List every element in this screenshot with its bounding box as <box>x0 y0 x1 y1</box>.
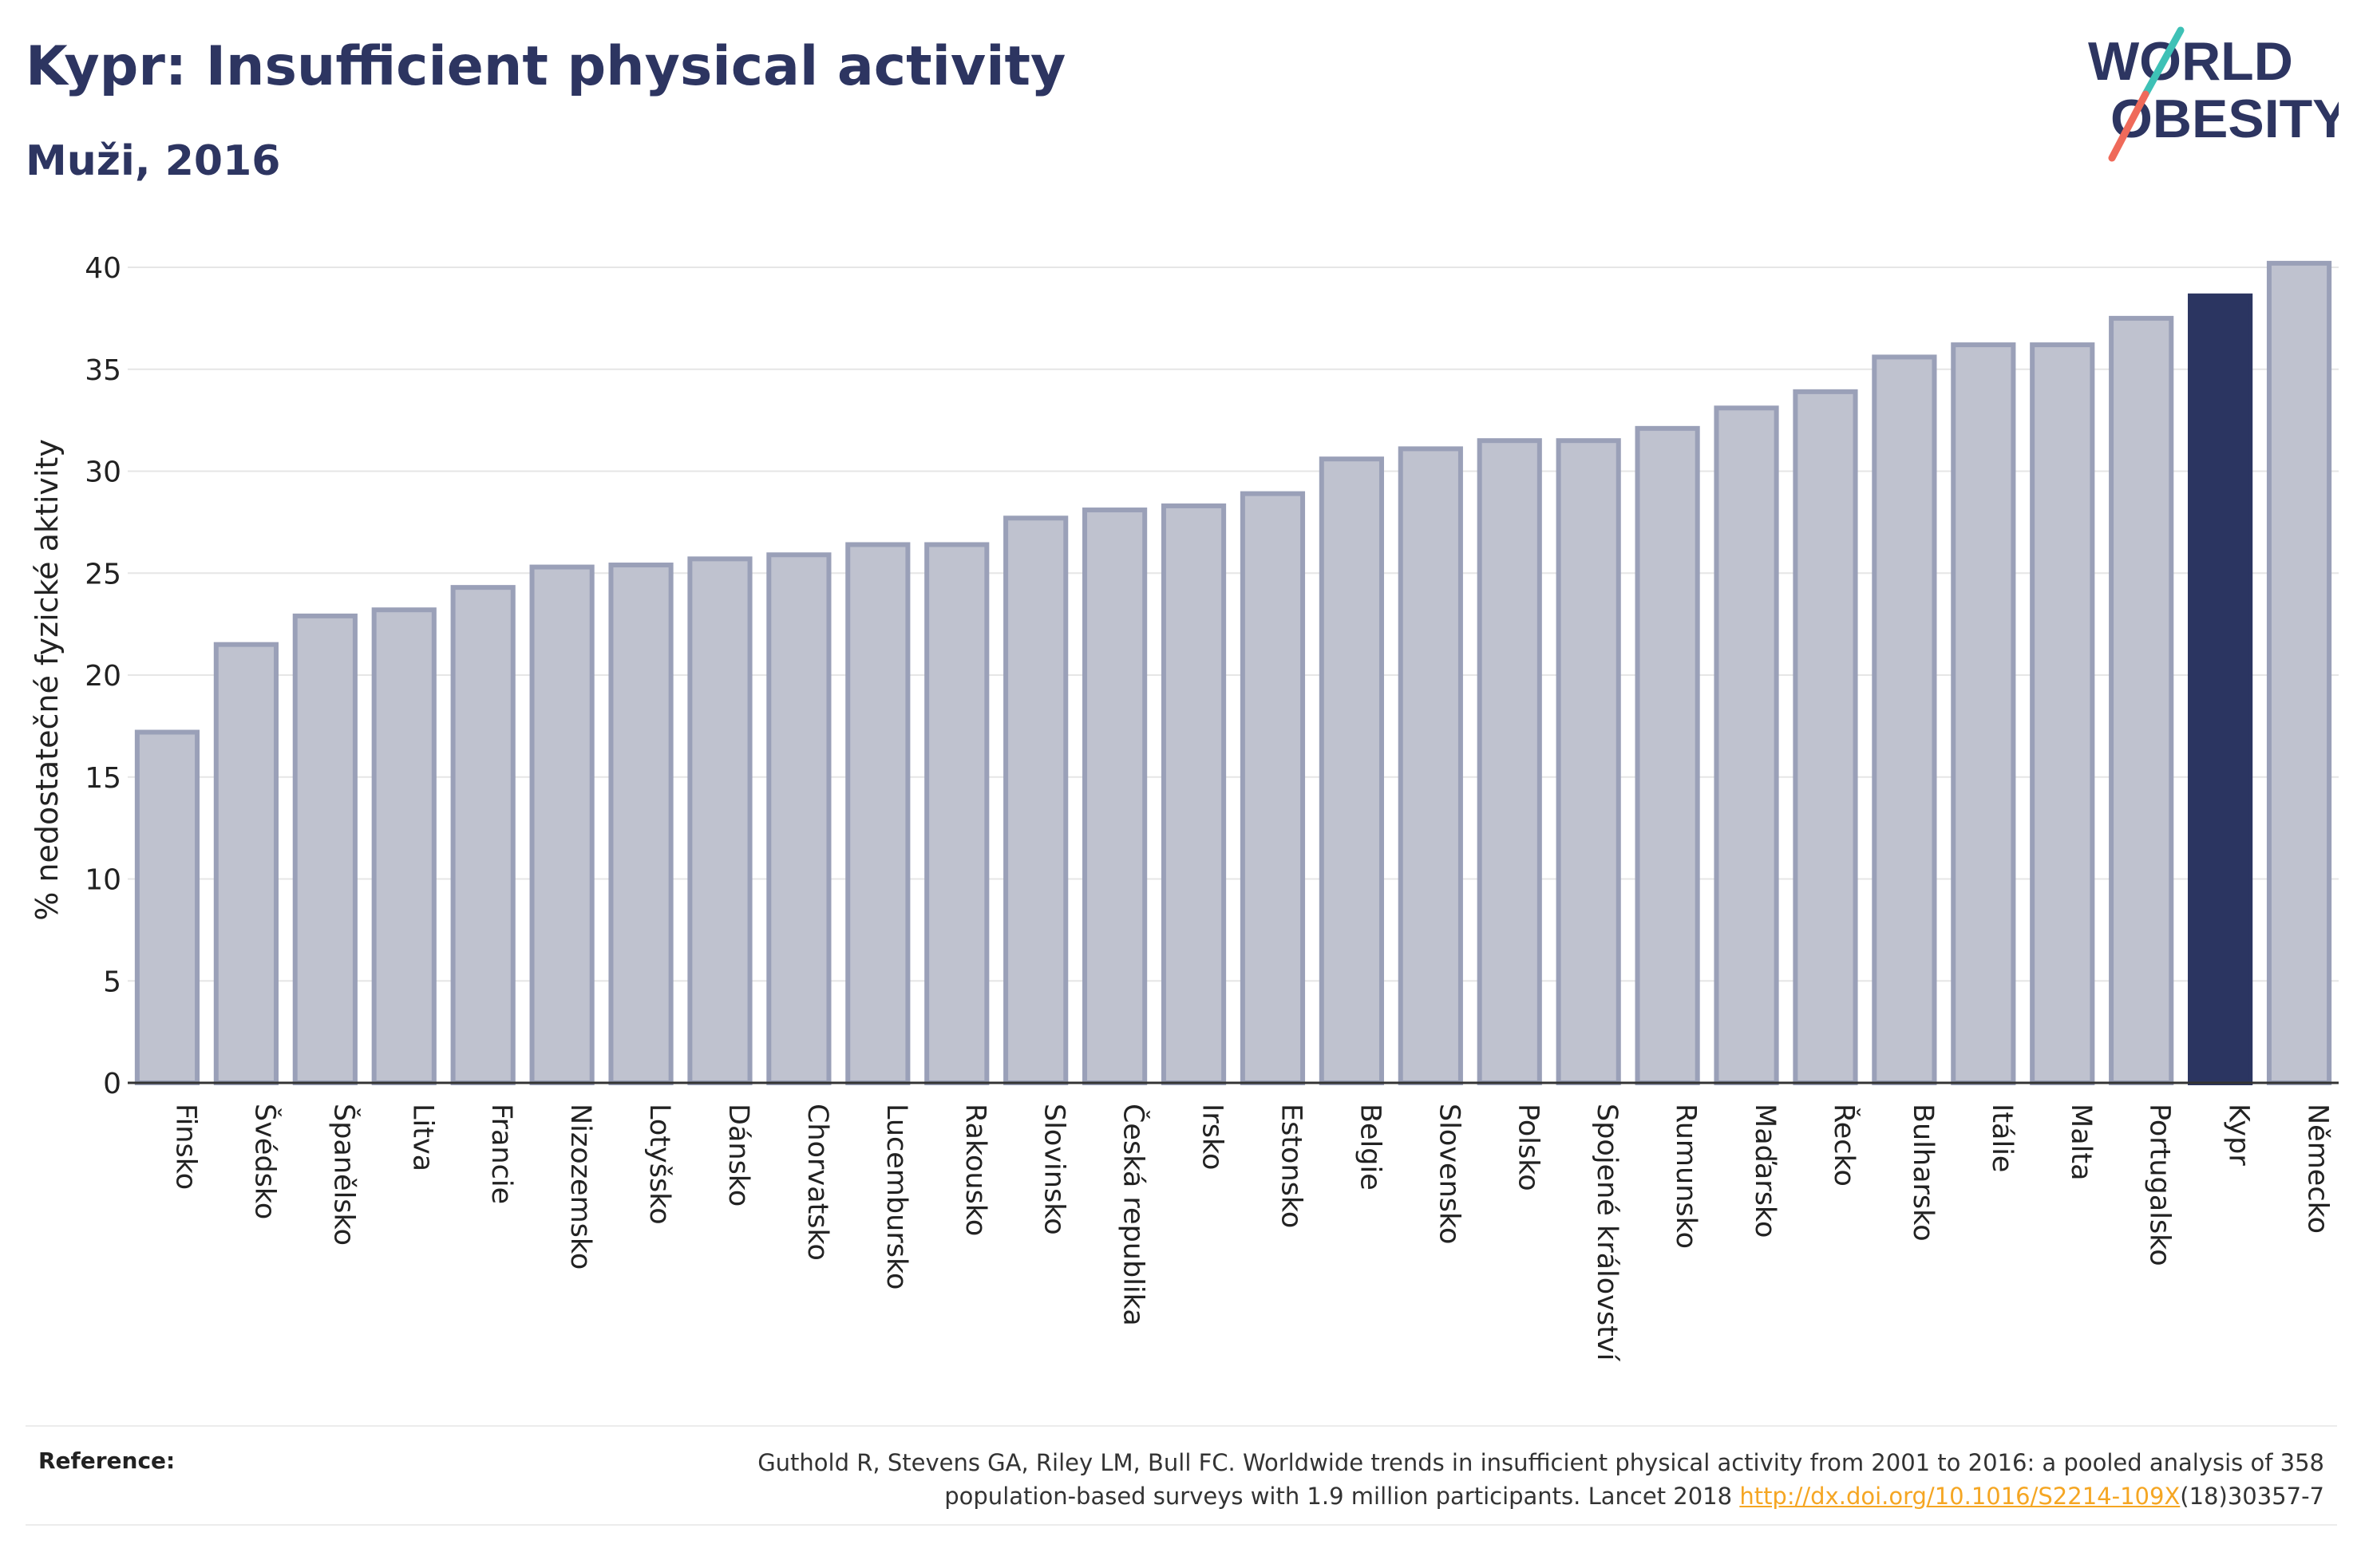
bar <box>1635 425 1700 1085</box>
logo-word-world: WORLD <box>2088 31 2293 92</box>
x-tick-label: Spojené království <box>1591 1104 1623 1362</box>
x-tick-label: Bulharsko <box>1907 1104 1939 1242</box>
world-obesity-logo: WORLD OBESITY <box>2088 26 2339 162</box>
reference-label: Reference: <box>38 1448 176 1474</box>
x-tick-label: Německo <box>2302 1104 2334 1234</box>
bar <box>1319 456 1384 1085</box>
bar-chart: 0 5 10 15 20 25 30 35 40 Finsko Švédsko Španělsko Li… <box>30 252 2339 1362</box>
bar <box>2109 315 2174 1085</box>
bar <box>2266 260 2332 1085</box>
bar <box>1161 503 1227 1085</box>
x-tick-label: Kypr <box>2223 1104 2255 1166</box>
logo-word-obesity: OBESITY <box>2110 89 2339 149</box>
chart-title: Kypr: Insufficient physical activity <box>26 35 1066 98</box>
x-tick-label: Nizozemsko <box>564 1104 596 1270</box>
x-tick-label: Belgie <box>1354 1104 1386 1191</box>
reference-divider-bottom <box>26 1524 2337 1526</box>
x-tick-label: Estonsko <box>1275 1104 1307 1228</box>
axes: 0 5 10 15 20 25 30 35 40 Finsko Švédsko Španělsko Li… <box>85 252 2339 1362</box>
bar-highlighted <box>2188 293 2253 1085</box>
y-tick-label: 40 <box>85 252 121 285</box>
bar <box>1793 389 1858 1086</box>
x-tick-label: Slovinsko <box>1038 1104 1070 1235</box>
y-tick-label: 30 <box>85 456 121 489</box>
bar <box>213 642 279 1085</box>
y-tick-label: 35 <box>85 354 121 387</box>
y-tick-label: 5 <box>103 966 121 998</box>
x-tick-label: Malta <box>2065 1104 2097 1181</box>
x-tick-label: Rakousko <box>959 1104 991 1236</box>
y-tick-label: 25 <box>85 558 121 590</box>
bar <box>529 564 595 1085</box>
x-tick-label: Dánsko <box>722 1104 754 1207</box>
y-tick-label: 15 <box>85 762 121 795</box>
bar <box>1003 515 1069 1085</box>
bar <box>924 542 990 1085</box>
y-axis-label: % nedostatečné fyzické aktivity <box>30 439 65 921</box>
bar <box>1951 342 2016 1085</box>
bar <box>1872 354 1937 1086</box>
x-tick-label: Švédsko <box>248 1104 282 1219</box>
bar <box>1398 446 1463 1085</box>
bar <box>1556 438 1621 1085</box>
x-tick-label: Španělsko <box>327 1104 361 1246</box>
bar <box>371 607 437 1085</box>
x-tick-label: Rumunsko <box>1670 1104 1702 1249</box>
bar <box>292 613 358 1085</box>
bars <box>134 260 2332 1086</box>
logo-slash-coral <box>2108 90 2149 162</box>
x-tick-label: Chorvatsko <box>801 1104 833 1261</box>
bar <box>1082 508 1148 1085</box>
bar <box>766 552 832 1085</box>
logo-slash-teal <box>2142 26 2185 98</box>
reference-text: Guthold R, Stevens GA, Riley LM, Bull FC… <box>409 1446 2324 1513</box>
chart-subtitle: Muži, 2016 <box>26 137 281 185</box>
bar <box>608 563 674 1085</box>
bar <box>2030 342 2095 1085</box>
reference-line-2-end: (18)30357-7 <box>2180 1483 2324 1510</box>
y-tick-label: 0 <box>103 1068 121 1100</box>
x-tick-label: Francie <box>485 1104 517 1204</box>
bar <box>134 729 200 1085</box>
x-tick-label: Polsko <box>1512 1104 1544 1191</box>
x-tick-label: Finsko <box>169 1104 201 1190</box>
y-tick-label: 10 <box>85 864 121 897</box>
reference-line-2-start: population-based surveys with 1.9 millio… <box>944 1483 1740 1510</box>
bar <box>1714 405 1779 1086</box>
reference-divider-top <box>26 1425 2337 1427</box>
bar <box>1240 491 1306 1085</box>
x-tick-label: Irsko <box>1196 1104 1228 1170</box>
x-tick-label: Česká republika <box>1117 1104 1151 1326</box>
y-tick-label: 20 <box>85 660 121 693</box>
bar <box>845 542 911 1085</box>
x-tick-label: Itálie <box>1986 1104 2018 1172</box>
bar <box>687 556 753 1085</box>
x-tick-label: Slovensko <box>1433 1104 1465 1244</box>
reference-line-1: Guthold R, Stevens GA, Riley LM, Bull FC… <box>757 1449 2324 1476</box>
x-tick-label: Lucembursko <box>880 1104 912 1290</box>
x-tick-label: Litva <box>406 1104 438 1171</box>
x-tick-label: Maďarsko <box>1749 1104 1781 1238</box>
x-tick-label: Portugalsko <box>2144 1104 2176 1266</box>
bar <box>450 585 516 1085</box>
x-tick-label: Řecko <box>1828 1104 1861 1187</box>
x-tick-label: Lotyšsko <box>643 1104 675 1225</box>
bar <box>1477 438 1542 1085</box>
reference-doi-link[interactable]: http://dx.doi.org/10.1016/S2214-109X <box>1739 1483 2181 1510</box>
